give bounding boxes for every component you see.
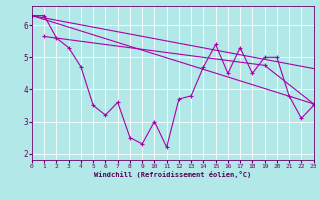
- X-axis label: Windchill (Refroidissement éolien,°C): Windchill (Refroidissement éolien,°C): [94, 171, 252, 178]
